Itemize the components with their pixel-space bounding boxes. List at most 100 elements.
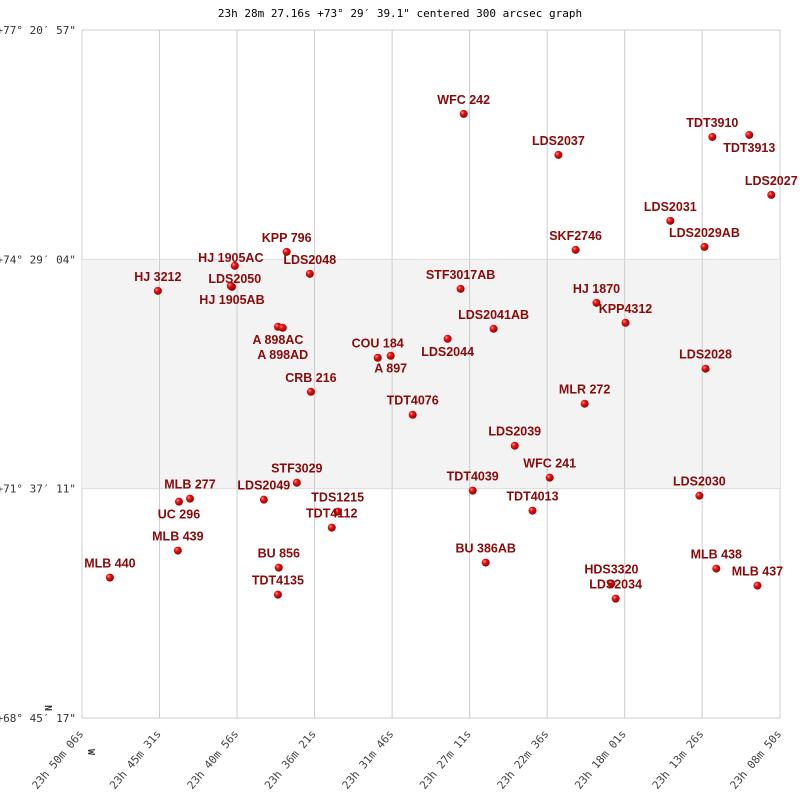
star-marker[interactable] <box>226 281 235 290</box>
star-label: BU 856 <box>258 547 300 561</box>
star-marker[interactable] <box>712 564 721 573</box>
star-marker[interactable] <box>607 579 616 588</box>
star-label: WFC 242 <box>437 93 490 107</box>
x-tick-label: 23h 18m 01s <box>572 728 629 792</box>
star-marker[interactable] <box>305 269 314 278</box>
star-label: STF3029 <box>271 462 322 476</box>
x-axis-ticks: 23h 50m 06s 23h 45m 31s 23h 40m 56s 23h 36m… <box>30 728 785 792</box>
star-label: LDS2050 <box>208 272 261 286</box>
star-label: MLB 277 <box>164 478 215 492</box>
star-label: TDT4039 <box>447 470 499 484</box>
x-tick-label: 23h 50m 06s <box>30 728 87 792</box>
star-label: LDS2030 <box>673 475 726 489</box>
star-label: LDS2034 <box>589 578 642 592</box>
star-label: A 897 <box>374 362 407 376</box>
star-marker[interactable] <box>173 546 182 555</box>
star-marker[interactable] <box>554 150 563 159</box>
star-label: LDS2048 <box>283 253 336 267</box>
star-marker[interactable] <box>621 318 630 327</box>
star-label: UC 296 <box>158 508 200 522</box>
star-marker[interactable] <box>443 334 452 343</box>
star-marker[interactable] <box>700 242 709 251</box>
compass-west: W <box>85 749 96 756</box>
star-marker[interactable] <box>408 410 417 419</box>
star-marker[interactable] <box>592 298 601 307</box>
star-marker[interactable] <box>456 284 465 293</box>
star-marker[interactable] <box>745 130 754 139</box>
star-label: SKF2746 <box>549 229 602 243</box>
star-marker[interactable] <box>306 387 315 396</box>
star-label: STF3017AB <box>426 268 495 282</box>
star-marker[interactable] <box>571 245 580 254</box>
star-marker[interactable] <box>708 132 717 141</box>
star-marker[interactable] <box>185 494 194 503</box>
star-marker[interactable] <box>292 478 301 487</box>
star-label: TDT4112 <box>306 507 357 521</box>
star-label: HJ 1905AC <box>198 251 263 265</box>
star-label: HJ 1870 <box>573 282 620 296</box>
star-label: LDS2031 <box>644 200 697 214</box>
star-marker[interactable] <box>273 590 282 599</box>
star-marker[interactable] <box>386 351 395 360</box>
star-marker[interactable] <box>611 594 620 603</box>
star-label: MLB 439 <box>152 530 203 544</box>
star-marker[interactable] <box>580 399 589 408</box>
star-label: KPP4312 <box>599 302 653 316</box>
x-tick-label: 23h 45m 31s <box>107 728 164 792</box>
shaded-band <box>82 259 780 489</box>
y-tick-label: +77° 20′ 57" <box>0 24 76 37</box>
star-marker[interactable] <box>528 506 537 515</box>
star-marker[interactable] <box>489 324 498 333</box>
star-marker[interactable] <box>105 573 114 582</box>
star-label: MLB 440 <box>84 557 135 571</box>
star-marker[interactable] <box>174 497 183 506</box>
star-marker[interactable] <box>327 523 336 532</box>
x-tick-label: 23h 31m 46s <box>340 728 397 792</box>
star-label: LDS2028 <box>679 348 732 362</box>
x-tick-label: 23h 22m 36s <box>495 728 552 792</box>
x-tick-label: 23h 27m 11s <box>417 728 474 792</box>
compass-north: N <box>44 705 55 711</box>
star-marker[interactable] <box>278 323 287 332</box>
star-label: TDT4013 <box>506 490 558 504</box>
star-marker[interactable] <box>468 486 477 495</box>
star-label: A 898AD <box>257 348 308 362</box>
x-tick-label: 23h 36m 21s <box>262 728 319 792</box>
star-marker[interactable] <box>274 563 283 572</box>
star-marker[interactable] <box>259 495 268 504</box>
y-axis-ticks: +77° 20′ 57" +74° 29′ 04" +71° 37′ 11" +68°… <box>0 24 76 725</box>
star-label: TDT3910 <box>686 116 738 130</box>
star-marker[interactable] <box>510 441 519 450</box>
star-marker[interactable] <box>282 247 291 256</box>
star-marker[interactable] <box>373 353 382 362</box>
star-marker[interactable] <box>333 507 342 516</box>
star-marker[interactable] <box>545 473 554 482</box>
star-label: MLR 272 <box>559 383 610 397</box>
star-marker[interactable] <box>695 491 704 500</box>
x-tick-label: 23h 40m 56s <box>185 728 242 792</box>
star-marker[interactable] <box>481 558 490 567</box>
star-label: MLB 438 <box>691 548 742 562</box>
star-label: TDT4135 <box>252 574 304 588</box>
star-marker[interactable] <box>753 581 762 590</box>
points: WFC 242 TDT3910 TDT3913 LDS2037 LDS2027 LDS20… <box>84 93 798 603</box>
star-marker[interactable] <box>153 286 162 295</box>
star-marker[interactable] <box>666 216 675 225</box>
star-label: WFC 241 <box>523 457 576 471</box>
star-label: LDS2049 <box>237 479 290 493</box>
star-label: MLB 437 <box>732 565 783 579</box>
x-tick-label: 23h 13m 26s <box>650 728 707 792</box>
star-label: LDS2027 <box>745 174 798 188</box>
star-label: TDT4076 <box>387 394 439 408</box>
star-label: TDT3913 <box>723 141 775 155</box>
star-marker[interactable] <box>701 364 710 373</box>
star-label: TDS1215 <box>311 491 364 505</box>
star-marker[interactable] <box>459 109 468 118</box>
y-tick-label: +74° 29′ 04" <box>0 253 76 266</box>
star-label: LDS2041AB <box>458 308 529 322</box>
star-marker[interactable] <box>767 190 776 199</box>
star-label: A 898AC <box>252 333 303 347</box>
star-label: HJ 3212 <box>134 270 181 284</box>
star-marker[interactable] <box>230 261 239 270</box>
